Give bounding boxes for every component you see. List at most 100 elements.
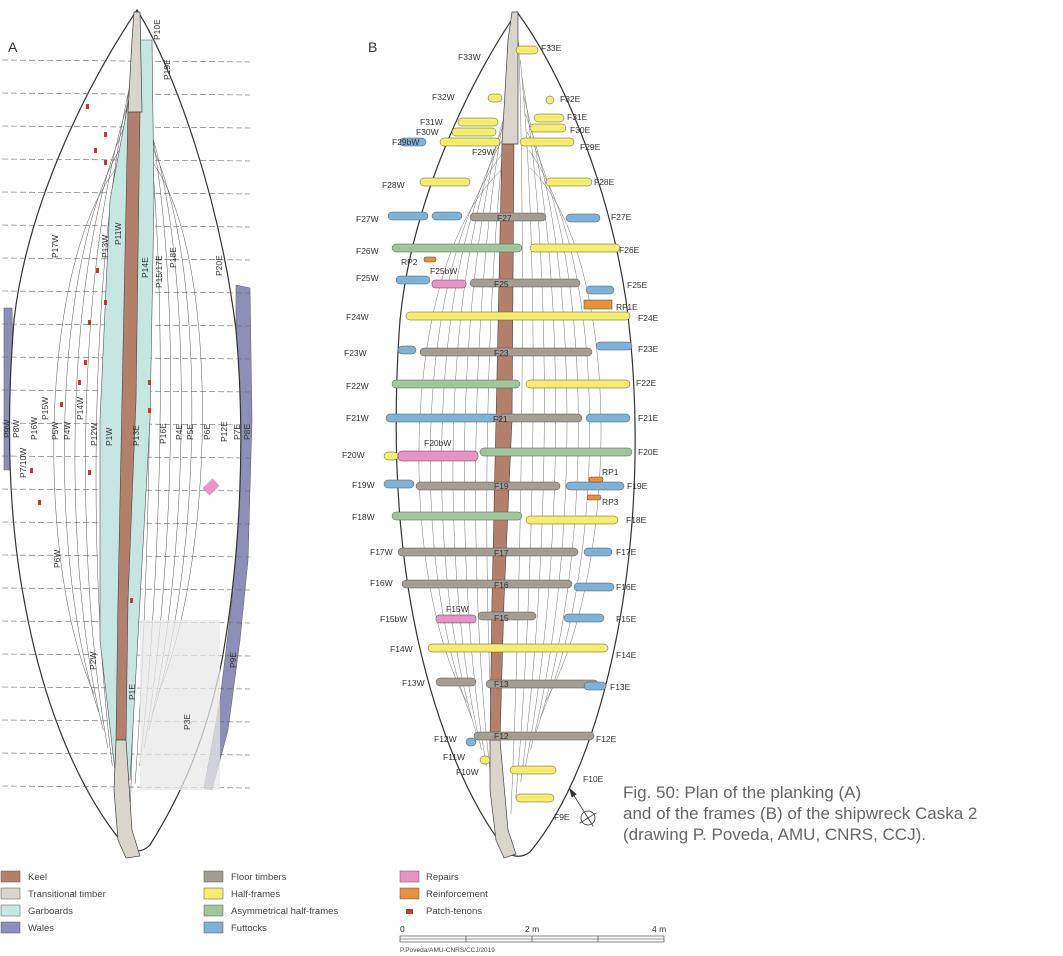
frame-timber: [529, 123, 567, 133]
legend-swatch-futtock: [203, 921, 224, 934]
frame-label: F9E: [554, 812, 570, 822]
frame-label: F20E: [638, 447, 659, 457]
frame-timber: [401, 579, 573, 589]
frame-timber: [525, 379, 631, 389]
frame-timber: [391, 511, 523, 521]
frame-label: F20W: [342, 450, 365, 460]
faded-overlay: [140, 620, 220, 790]
legend-label-half: Half-frames: [231, 889, 280, 900]
frame-label: F17W: [370, 547, 393, 557]
legend-swatch-transitional: [0, 887, 21, 900]
legend-swatch-tenon: [406, 909, 413, 914]
plank-seam: [95, 79, 132, 767]
reinforcement-rp1: [588, 476, 604, 483]
legend-label-tenon: Patch-tenons: [426, 906, 482, 917]
frame-timber: [565, 481, 625, 491]
frame-timber: [477, 611, 537, 621]
frame-label: F30E: [570, 125, 591, 135]
frame-label: RP3: [602, 497, 619, 507]
frame-label: F12W: [434, 734, 457, 744]
plank-label: P2W: [88, 652, 98, 670]
frame-line: [1, 191, 251, 195]
frame-label: F30W: [416, 127, 439, 137]
frame-label: F23E: [638, 344, 659, 354]
frame-line: [1, 554, 251, 558]
frame-label: F16W: [370, 578, 393, 588]
frame-label: F22W: [346, 381, 369, 391]
frame-timber: [487, 93, 503, 103]
plank-label: P14E: [140, 257, 150, 278]
frame-label: F27: [497, 213, 512, 223]
frame-label: F19W: [352, 480, 375, 490]
plank-seam: [64, 139, 126, 713]
panel-a-letter: A: [8, 39, 18, 55]
frame-line: [1, 356, 251, 360]
frame-label: F25E: [627, 280, 648, 290]
frame-label: F29E: [580, 142, 601, 152]
plank-label: P5E: [185, 424, 195, 440]
frame-label: F28W: [382, 180, 405, 190]
frame-timber: [585, 413, 631, 423]
frame-line: [1, 158, 251, 162]
frame-timber: [469, 278, 581, 288]
plank-label: P4E: [174, 424, 184, 440]
frame-label: F33E: [541, 43, 562, 53]
frame-label: F24E: [638, 313, 659, 323]
frame-label: F15bW: [380, 614, 407, 624]
frame-timber: [399, 137, 427, 147]
frame-label: F29bW: [392, 137, 419, 147]
frame-label: F26E: [619, 245, 640, 255]
patch-tenons-a: [30, 104, 151, 603]
frame-label: F17: [494, 548, 509, 558]
legend-swatch-wales: [0, 921, 21, 934]
plank-label: P13W: [100, 235, 110, 258]
transitional-stern-b: [489, 739, 517, 859]
frame-line: [1, 455, 251, 459]
frame-lines-a: [1, 59, 251, 789]
panel-a-planking: A P10E: [1, 8, 253, 859]
reinforcement-rf1e: [583, 299, 613, 310]
frame-line: [1, 422, 251, 426]
repair-piece-f25bw: [431, 279, 467, 289]
frame-timber: [427, 643, 609, 653]
frame-label: F16: [494, 580, 509, 590]
frame-label: F24W: [346, 312, 369, 322]
frame-label: F21E: [638, 413, 659, 423]
frame-timber: [385, 413, 499, 423]
frame-timber: [565, 213, 601, 223]
frame-line: [1, 785, 251, 789]
transitional-bow-b: [501, 11, 519, 145]
frame-timber: [519, 137, 575, 147]
frame-line: [1, 719, 251, 723]
plank-label: P8W: [11, 420, 21, 438]
legend-label-repair: Repairs: [426, 872, 459, 883]
frame-timber: [545, 177, 593, 187]
plank-label: P9E: [228, 652, 238, 668]
plank-label: P20E: [214, 255, 224, 276]
frame-label: F14W: [390, 644, 413, 654]
plank-label: P1E: [127, 684, 137, 700]
frame-line: [1, 620, 251, 624]
plank-label: P11W: [113, 222, 123, 245]
plank-label: P19E: [162, 59, 172, 80]
frame-label: F15E: [616, 614, 637, 624]
frame-line: [1, 257, 251, 261]
plank-label: P8E: [242, 424, 252, 440]
legend-label-garboards: Garboards: [28, 906, 73, 917]
plank-seam: [53, 159, 124, 695]
transitional-bow-a: [127, 11, 143, 113]
plank-label: P15W: [40, 397, 50, 420]
transitional-stern-a: [113, 739, 141, 859]
repair-piece-f20bw: [397, 450, 479, 462]
frame-line: [1, 323, 251, 327]
frame-label: F10E: [583, 774, 604, 784]
frame-label: F33W: [458, 52, 481, 62]
frame-label: F15: [494, 613, 509, 623]
plank-label: P3E: [182, 714, 192, 730]
frames-layer: [383, 45, 633, 803]
frame-label: F21W: [346, 413, 369, 423]
frame-timber: [405, 311, 631, 321]
frame-label: F31E: [567, 112, 588, 122]
plank-label: P13E: [131, 425, 141, 446]
